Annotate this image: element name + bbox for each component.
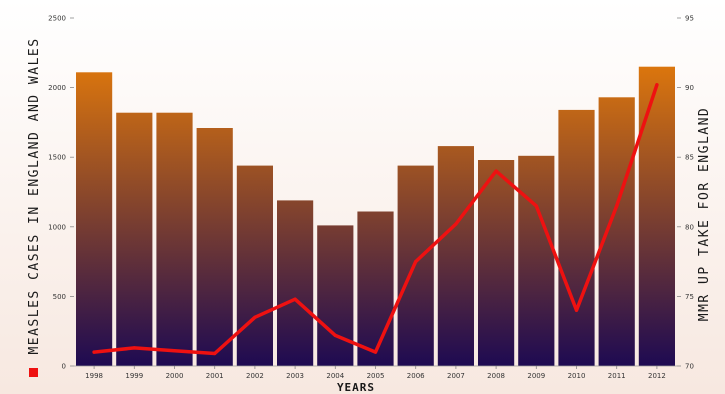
bar-1999: [116, 112, 153, 366]
y-axis-right-title: MMR UP TAKE FOR ENGLAND: [697, 107, 712, 322]
mmr-point-2006: [414, 260, 418, 264]
mmr-point-1999: [132, 346, 136, 350]
bar-2010: [558, 109, 595, 367]
y2-tick-label-70: 70: [685, 363, 694, 371]
mmr-point-2003: [293, 297, 297, 301]
bar-2009: [518, 155, 555, 366]
mmr-point-2010: [574, 308, 579, 312]
mmr-point-2000: [172, 349, 177, 353]
y-tick-label-500: 500: [53, 293, 66, 301]
bar-2005: [357, 211, 394, 366]
x-tick-label-2000: 2000: [166, 372, 184, 380]
y-tick-label-1000: 1000: [48, 223, 66, 231]
y-tick-label-2000: 2000: [48, 84, 66, 92]
line-layer: [92, 83, 659, 356]
legend-marker: [29, 368, 38, 377]
y2-tick-label-75: 75: [685, 293, 694, 301]
x-tick-label-2005: 2005: [367, 372, 385, 380]
bar-2007: [437, 146, 474, 366]
y2-tick-label-85: 85: [685, 154, 694, 162]
y-tick-label-0: 0: [62, 363, 66, 371]
x-tick-label-2010: 2010: [568, 372, 586, 380]
mmr-point-2004: [333, 333, 337, 337]
y2-tick-label-95: 95: [685, 15, 694, 23]
bar-1998: [76, 72, 113, 367]
mmr-point-2002: [253, 315, 257, 319]
mmr-point-2007: [454, 222, 458, 226]
x-tick-label-1999: 1999: [125, 372, 143, 380]
mmr-point-2005: [373, 350, 378, 354]
bar-2004: [317, 225, 354, 366]
bar-2000: [156, 112, 193, 366]
x-tick-label-2001: 2001: [206, 372, 224, 380]
x-axis-title: YEARS: [337, 381, 375, 394]
mmr-point-2008: [494, 169, 498, 173]
x-tick-label-2003: 2003: [286, 372, 304, 380]
bar-2011: [598, 97, 635, 367]
mmr-point-2012: [655, 83, 659, 87]
mmr-point-2011: [615, 204, 619, 208]
x-tick-label-2011: 2011: [608, 372, 626, 380]
x-tick-label-2008: 2008: [487, 372, 505, 380]
mmr-point-1998: [92, 350, 96, 354]
x-tick-label-2012: 2012: [648, 372, 666, 380]
x-tick-label-2006: 2006: [407, 372, 425, 380]
x-tick-label-2009: 2009: [527, 372, 545, 380]
mmr-point-2001: [213, 351, 217, 356]
x-tick-label-2007: 2007: [447, 372, 465, 380]
y-tick-label-2500: 2500: [48, 15, 66, 23]
bar-2008: [478, 160, 515, 366]
x-tick-label-2002: 2002: [246, 372, 264, 380]
bar-2012: [638, 66, 675, 366]
bar-2002: [236, 165, 273, 366]
y-tick-label-1500: 1500: [48, 154, 66, 162]
bars-layer: [76, 66, 675, 367]
bar-2003: [277, 200, 314, 366]
y2-tick-label-90: 90: [685, 84, 694, 92]
y-axis-left-title: MEASLES CASES IN ENGLAND AND WALES: [27, 37, 42, 354]
bar-2001: [196, 128, 233, 366]
x-tick-label-2004: 2004: [326, 372, 344, 380]
mmr-point-2009: [534, 204, 538, 208]
axes-layer: 0 500 1000 1500 2000 2500 70 75 80 85 90 95 1998 1999…: [48, 15, 694, 381]
x-tick-label-1998: 1998: [85, 372, 103, 380]
y2-tick-label-80: 80: [685, 223, 694, 231]
